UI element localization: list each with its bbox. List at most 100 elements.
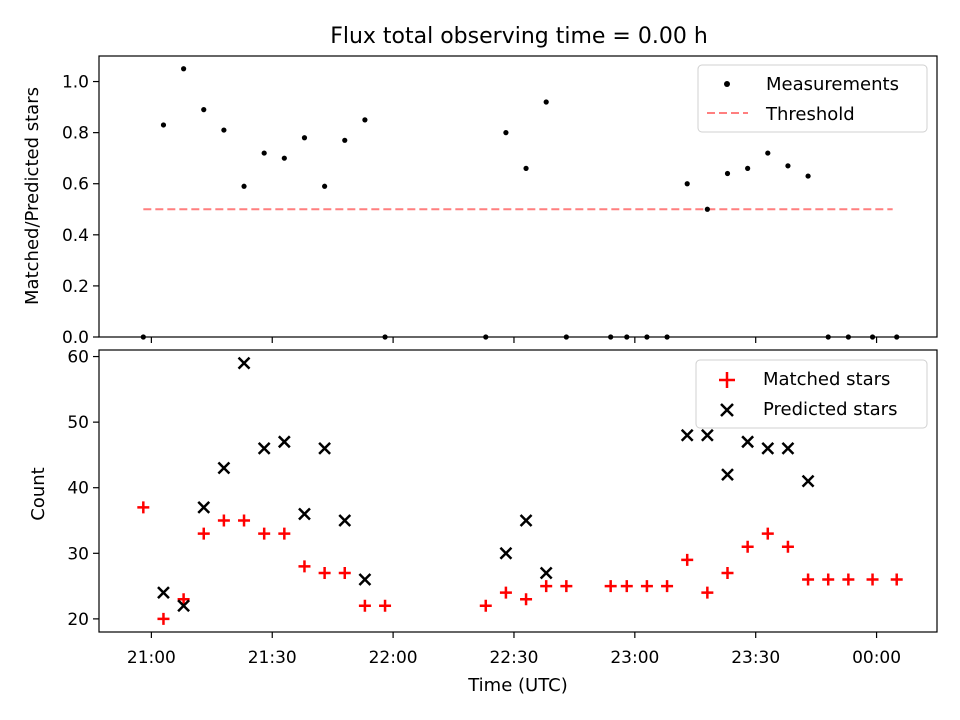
matched-star-marker: [701, 586, 714, 599]
measurement-point: [261, 150, 267, 156]
predicted-star-marker: [761, 441, 775, 455]
predicted-star-marker: [318, 441, 331, 455]
top-y-tick-label: 0.6: [62, 175, 89, 195]
matched-star-marker: [721, 566, 734, 579]
counts-layer: [137, 356, 903, 625]
bottom-y-tick-label: 20: [67, 610, 89, 630]
bottom-y-tick-label: 60: [67, 348, 89, 368]
matched-star-marker: [197, 527, 210, 540]
top-y-label: Matched/Predicted stars: [22, 87, 43, 305]
matched-star-marker: [238, 514, 251, 527]
top-y-tick-label: 0.4: [62, 226, 89, 246]
legend-predicted-marker: [720, 403, 734, 417]
predicted-star-marker: [157, 586, 170, 600]
x-tick-label: 22:00: [369, 648, 418, 668]
measurement-point: [745, 165, 751, 171]
top-y-tick-label: 0.0: [62, 328, 89, 348]
matched-star-marker: [278, 527, 291, 540]
bottom-y-tick-label: 30: [67, 544, 89, 564]
legend-matched-label: Matched stars: [763, 369, 890, 390]
predicted-star-marker: [197, 501, 211, 514]
matched-star-marker: [802, 573, 815, 586]
matched-star-marker: [761, 527, 774, 540]
matched-star-marker: [842, 573, 855, 586]
top-y-tick-label: 1.0: [62, 73, 89, 93]
top-legend-frame: [697, 64, 928, 133]
bottom-y-tick-label: 50: [67, 413, 89, 433]
legend-predicted-label: Predicted stars: [763, 399, 897, 420]
predicted-star-marker: [721, 468, 734, 481]
x-tick-label: 23:30: [731, 648, 780, 668]
measurement-point: [785, 163, 791, 169]
measurement-point: [684, 181, 690, 187]
matched-star-marker: [177, 593, 190, 606]
matched-star-marker: [661, 580, 674, 593]
measurement-point: [523, 165, 529, 171]
top-panel: 0.0 0.2 0.4 0.6 0.8 1.0 Matched/Predicted sta…: [22, 55, 938, 348]
top-y-tick-label: 0.2: [62, 277, 89, 297]
measurement-point: [765, 150, 771, 156]
measurement-point: [704, 206, 710, 212]
predicted-star-marker: [499, 546, 513, 560]
bottom-y-axis: 20 30 40 50 60: [67, 348, 99, 630]
measurements-layer: [140, 66, 900, 340]
matched-star-marker: [298, 560, 311, 573]
predicted-star-marker: [700, 428, 714, 442]
predicted-star-marker: [801, 474, 815, 488]
measurement-point: [362, 117, 368, 123]
predicted-star-marker: [217, 461, 231, 475]
predicted-star-marker: [257, 441, 271, 455]
legend-threshold-label: Threshold: [765, 104, 855, 125]
matched-star-marker: [520, 593, 533, 606]
matched-star-marker: [258, 527, 271, 540]
matched-star-marker: [681, 553, 694, 566]
measurement-point: [503, 130, 509, 136]
predicted-star-marker: [298, 507, 311, 521]
bottom-x-axis: 21:00 21:30 22:00 22:30 23:00 23:30 00:00: [127, 632, 901, 668]
legend-matched-marker: [719, 372, 735, 388]
top-x-axis: [150, 337, 878, 343]
top-legend: Measurements Threshold: [697, 64, 928, 133]
bottom-plot-frame: [98, 349, 938, 633]
x-tick-label: 23:00: [610, 648, 659, 668]
matched-star-marker: [890, 573, 903, 586]
predicted-star-marker: [519, 514, 533, 527]
matched-star-marker: [741, 540, 754, 553]
predicted-star-marker: [358, 573, 372, 586]
x-tick-label: 00:00: [852, 648, 901, 668]
matched-star-marker: [499, 586, 512, 599]
measurement-point: [724, 170, 731, 177]
bottom-legend: Matched stars Predicted stars: [695, 359, 928, 429]
measurement-point: [322, 183, 328, 189]
measurement-point: [160, 122, 167, 128]
matched-star-marker: [157, 612, 170, 625]
predicted-star-marker: [338, 514, 352, 527]
matched-star-marker: [604, 580, 617, 593]
measurement-point: [805, 173, 811, 179]
matched-star-marker: [640, 580, 653, 593]
x-tick-label: 21:00: [127, 648, 176, 668]
predicted-star-marker: [781, 441, 795, 455]
measurement-point: [301, 135, 308, 141]
x-tick-label: 22:30: [489, 648, 538, 668]
top-plot-frame: [98, 55, 938, 338]
x-tick-label: 21:30: [248, 648, 297, 668]
measurement-point: [201, 107, 207, 113]
matched-star-marker: [560, 580, 573, 593]
bottom-panel: 20 30 40 50 60 21:00 21:30 22:00 22:30 23:00 23:3…: [28, 348, 938, 696]
measurement-point: [342, 137, 348, 143]
bottom-y-tick-label: 40: [67, 479, 89, 499]
bottom-y-label: Count: [28, 467, 49, 520]
matched-star-marker: [358, 599, 371, 612]
measurement-point: [543, 99, 549, 105]
top-y-tick-label: 0.8: [62, 124, 89, 144]
matched-star-marker: [781, 540, 794, 553]
measurement-point: [241, 183, 247, 189]
measurement-point: [281, 155, 287, 161]
predicted-star-marker: [680, 428, 694, 442]
matched-star-marker: [866, 573, 879, 586]
matched-star-marker: [479, 599, 492, 612]
legend-measurements-label: Measurements: [766, 74, 899, 95]
bottom-legend-frame: [695, 359, 928, 429]
